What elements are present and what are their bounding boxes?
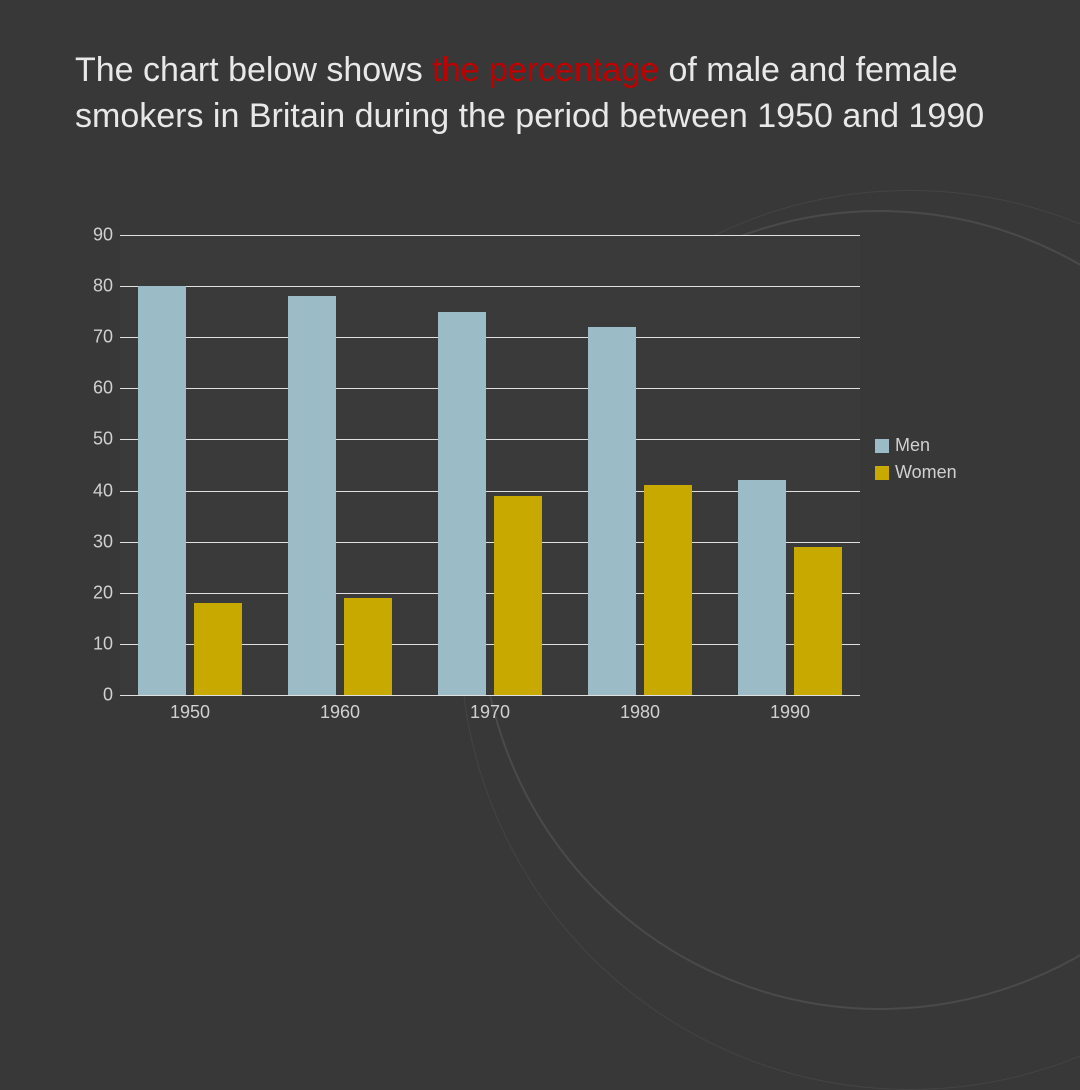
bar-men-1960 [288,296,336,695]
bar-men-1990 [738,480,786,695]
legend: Men Women [875,435,957,489]
grid-line [120,439,860,440]
grid-line [120,695,860,696]
grid-line [120,337,860,338]
bar-women-1980 [644,485,692,695]
bar-women-1950 [194,603,242,695]
y-axis-label: 10 [75,633,113,654]
y-axis-label: 30 [75,531,113,552]
y-axis-label: 50 [75,429,113,450]
slide-title: The chart below shows the percentage of … [75,48,1020,140]
y-axis-label: 80 [75,276,113,297]
x-axis-label: 1960 [320,702,360,723]
bar-men-1980 [588,327,636,695]
y-axis-label: 60 [75,378,113,399]
legend-item-men: Men [875,435,957,456]
bar-men-1950 [138,286,186,695]
legend-label-men: Men [895,435,930,456]
grid-line [120,388,860,389]
x-axis-label: 1970 [470,702,510,723]
x-axis-label: 1950 [170,702,210,723]
bar-women-1960 [344,598,392,695]
plot-area: 19501960197019801990 [120,235,860,695]
legend-swatch-women [875,466,889,480]
title-highlight: the percentage [432,51,659,89]
bar-women-1970 [494,496,542,695]
grid-line [120,286,860,287]
y-axis-label: 90 [75,225,113,246]
chart-container: 19501960197019801990 Men Women 010203040… [75,235,1005,735]
y-axis-label: 20 [75,582,113,603]
legend-item-women: Women [875,462,957,483]
y-axis-label: 40 [75,480,113,501]
bar-men-1970 [438,312,486,695]
legend-swatch-men [875,439,889,453]
y-axis-label: 0 [75,685,113,706]
y-axis-label: 70 [75,327,113,348]
title-text-prefix: The chart below shows [75,51,432,89]
bar-women-1990 [794,547,842,695]
legend-label-women: Women [895,462,957,483]
grid-line [120,235,860,236]
x-axis-label: 1980 [620,702,660,723]
x-axis-label: 1990 [770,702,810,723]
